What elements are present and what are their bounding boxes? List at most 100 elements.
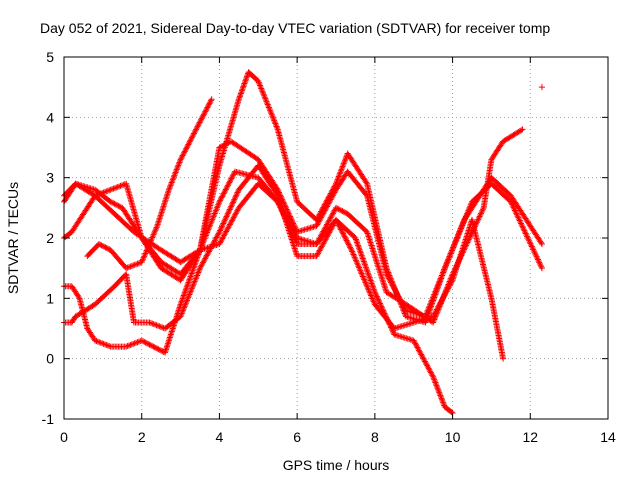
- data-point: [325, 218, 332, 225]
- data-point: [286, 221, 293, 228]
- data-point: [336, 206, 343, 213]
- data-point: [384, 317, 391, 324]
- data-point: [279, 208, 286, 215]
- data-point: [197, 245, 204, 252]
- data-point: [435, 303, 442, 310]
- data-point: [193, 126, 200, 133]
- data-point: [214, 233, 221, 240]
- data-point: [358, 270, 365, 277]
- data-point: [98, 242, 105, 249]
- data-point: [385, 273, 392, 280]
- data-point: [177, 158, 184, 165]
- data-point: [217, 239, 224, 246]
- data-point: [366, 288, 373, 295]
- data-point: [220, 234, 227, 241]
- data-point: [148, 235, 155, 242]
- data-point: [236, 93, 243, 100]
- data-point: [278, 205, 285, 212]
- data-point: [220, 232, 227, 239]
- data-point: [433, 382, 440, 389]
- data-point: [512, 208, 519, 215]
- data-point: [377, 301, 384, 308]
- data-point: [449, 246, 456, 253]
- data-point: [189, 269, 196, 276]
- data-point: [373, 293, 380, 300]
- data-point: [474, 217, 481, 224]
- data-point: [224, 183, 231, 190]
- data-point: [216, 241, 223, 248]
- data-point: [212, 209, 219, 216]
- data-point: [440, 399, 447, 406]
- data-point: [327, 196, 334, 203]
- data-point: [324, 220, 331, 227]
- data-point: [105, 245, 112, 252]
- data-point: [193, 257, 200, 264]
- data-point: [354, 260, 361, 267]
- data-point: [456, 228, 463, 235]
- data-point: [342, 234, 349, 241]
- data-point: [354, 261, 361, 268]
- data-point: [477, 212, 484, 219]
- data-point: [378, 304, 385, 311]
- data-point: [261, 94, 268, 101]
- data-point: [315, 250, 322, 257]
- data-point: [151, 228, 158, 235]
- series-track-5: [61, 168, 456, 416]
- data-point: [92, 337, 99, 344]
- data-point: [220, 219, 227, 226]
- data-point: [174, 165, 181, 172]
- data-point: [187, 273, 194, 280]
- data-point: [473, 219, 480, 226]
- data-point: [369, 295, 376, 302]
- data-point: [258, 85, 265, 92]
- data-point: [316, 217, 323, 224]
- data-point: [440, 293, 447, 300]
- data-point: [429, 372, 436, 379]
- data-point: [513, 211, 520, 218]
- data-point: [363, 191, 370, 198]
- data-point: [328, 195, 335, 202]
- data-point: [273, 123, 280, 130]
- data-point: [207, 97, 214, 104]
- data-point: [110, 200, 117, 207]
- data-point: [238, 87, 245, 94]
- data-point: [360, 258, 367, 265]
- data-point: [269, 113, 276, 120]
- data-point: [258, 86, 265, 93]
- data-point: [454, 232, 461, 239]
- data-point: [341, 157, 348, 164]
- data-point: [124, 264, 131, 271]
- data-point: [338, 207, 345, 214]
- data-point: [519, 223, 526, 230]
- data-point: [108, 199, 115, 206]
- data-point: [275, 200, 282, 207]
- data-point: [356, 245, 363, 252]
- data-point: [424, 307, 431, 314]
- data-point: [182, 286, 189, 293]
- data-point: [440, 269, 447, 276]
- data-point: [165, 186, 172, 193]
- data-point: [285, 218, 292, 225]
- data-point: [424, 309, 431, 316]
- data-point: [430, 373, 437, 380]
- data-point: [235, 96, 242, 103]
- data-point: [340, 230, 347, 237]
- data-point: [339, 229, 346, 236]
- data-point: [339, 164, 346, 171]
- data-point: [223, 228, 230, 235]
- data-point: [425, 365, 432, 372]
- y-tick-label: 1: [46, 290, 54, 306]
- data-point: [432, 288, 439, 295]
- data-point: [241, 79, 248, 86]
- data-point: [538, 263, 545, 270]
- data-point: [217, 238, 224, 245]
- data-point: [457, 227, 464, 234]
- data-point: [351, 252, 358, 259]
- data-point: [190, 130, 197, 137]
- y-tick-label: 3: [46, 170, 54, 186]
- data-point: [216, 198, 223, 205]
- data-point: [205, 249, 212, 256]
- data-point: [263, 98, 270, 105]
- data-point: [434, 383, 441, 390]
